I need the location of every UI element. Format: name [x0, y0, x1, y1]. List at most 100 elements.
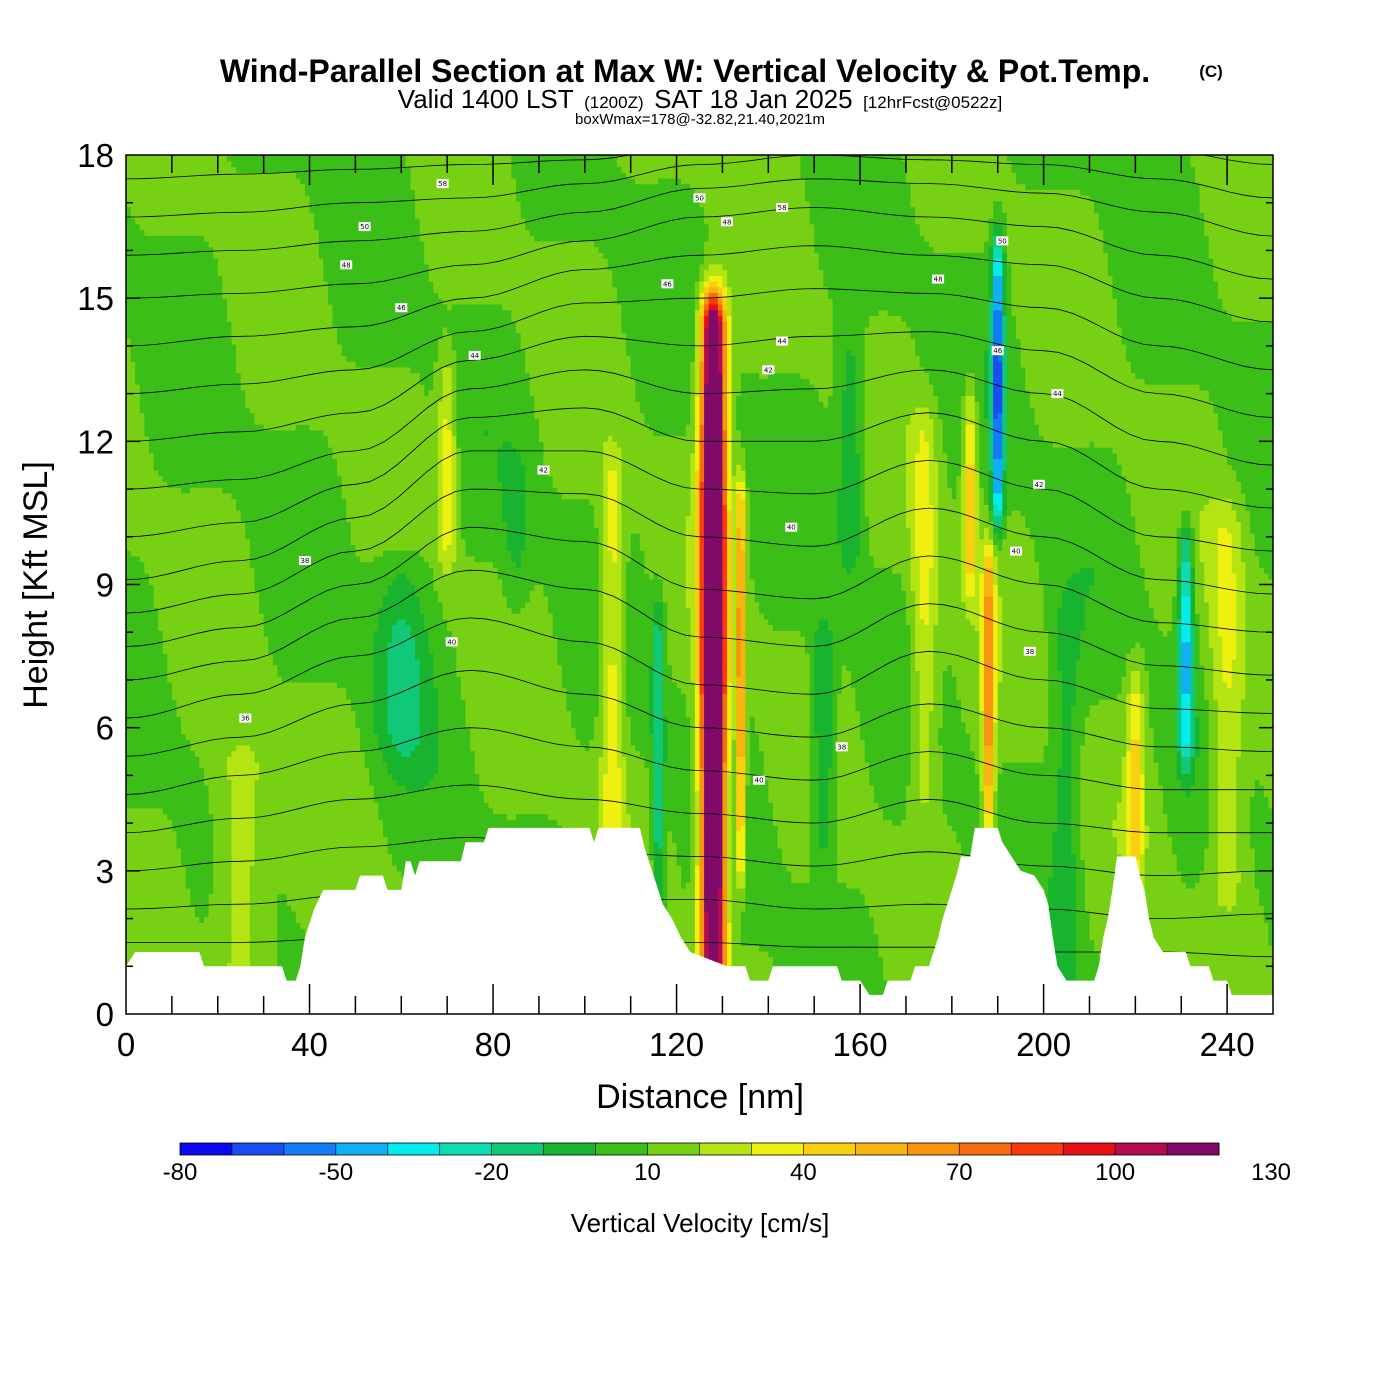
- velocity-cell: [199, 355, 205, 362]
- velocity-cell: [245, 401, 251, 408]
- velocity-cell: [272, 378, 279, 385]
- velocity-cell: [236, 653, 242, 660]
- velocity-cell: [176, 389, 182, 397]
- velocity-cell: [130, 905, 136, 912]
- velocity-cell: [167, 378, 173, 385]
- velocity-cell: [199, 842, 205, 849]
- velocity-cell: [245, 916, 251, 923]
- velocity-cell: [126, 733, 132, 740]
- velocity-cell: [171, 578, 178, 586]
- velocity-cell: [148, 429, 155, 437]
- velocity-cell: [272, 670, 279, 677]
- velocity-cell: [162, 527, 168, 534]
- velocity-cell: [226, 847, 233, 855]
- velocity-cell: [139, 464, 145, 471]
- velocity-cell: [194, 876, 201, 883]
- velocity-cell: [272, 744, 279, 752]
- velocity-cell: [204, 177, 210, 185]
- velocity-cell: [259, 269, 265, 276]
- velocity-cell: [139, 229, 145, 236]
- velocity-cell: [158, 590, 164, 597]
- velocity-cell: [139, 309, 145, 316]
- velocity-cell: [204, 676, 210, 683]
- velocity-cell: [245, 498, 251, 505]
- velocity-cell: [226, 183, 233, 190]
- velocity-cell: [263, 269, 269, 276]
- velocity-cell: [144, 504, 150, 511]
- velocity-cell: [222, 836, 228, 843]
- velocity-cell: [176, 945, 182, 952]
- velocity-cell: [226, 492, 233, 500]
- velocity-cell: [272, 510, 279, 517]
- velocity-cell: [208, 389, 214, 397]
- velocity-cell: [176, 762, 182, 769]
- velocity-cell: [158, 664, 164, 671]
- velocity-cell: [153, 424, 159, 431]
- velocity-cell: [126, 498, 132, 505]
- velocity-cell: [222, 378, 228, 385]
- velocity-cell: [268, 189, 274, 196]
- velocity-cell: [139, 590, 145, 597]
- velocity-cell: [153, 922, 159, 929]
- velocity-cell: [199, 292, 205, 299]
- velocity-cell: [263, 962, 269, 969]
- velocity-cell: [226, 355, 233, 362]
- velocity-cell: [245, 206, 251, 213]
- velocity-cell: [208, 269, 214, 276]
- velocity-cell: [158, 366, 164, 374]
- velocity-cell: [130, 172, 136, 179]
- velocity-cell: [236, 876, 242, 883]
- velocity-cell: [185, 762, 191, 769]
- velocity-cell: [148, 189, 155, 196]
- velocity-cell: [240, 183, 246, 190]
- velocity-cell: [226, 893, 233, 901]
- velocity-cell: [213, 807, 219, 815]
- velocity-cell: [130, 155, 136, 162]
- velocity-cell: [190, 601, 196, 609]
- velocity-cell: [226, 532, 233, 540]
- velocity-cell: [181, 756, 187, 763]
- velocity-cell: [254, 469, 260, 477]
- velocity-cell: [245, 727, 251, 734]
- velocity-cell: [144, 343, 150, 351]
- velocity-cell: [144, 813, 150, 820]
- velocity-cell: [263, 286, 269, 294]
- velocity-cell: [213, 676, 219, 683]
- velocity-cell: [217, 475, 223, 483]
- velocity-cell: [263, 590, 269, 597]
- velocity-cell: [263, 424, 269, 431]
- velocity-cell: [171, 899, 178, 906]
- velocity-cell: [167, 458, 173, 465]
- velocity-cell: [263, 916, 269, 923]
- velocity-cell: [171, 859, 178, 866]
- velocity-cell: [208, 716, 214, 723]
- velocity-cell: [236, 916, 242, 923]
- velocity-cell: [167, 653, 173, 660]
- velocity-cell: [240, 475, 246, 483]
- velocity-cell: [176, 521, 182, 528]
- velocity-cell: [240, 790, 246, 797]
- velocity-cell: [240, 469, 246, 477]
- velocity-cell: [226, 303, 233, 311]
- velocity-cell: [236, 613, 242, 620]
- velocity-cell: [190, 910, 196, 918]
- velocity-cell: [259, 699, 265, 706]
- velocity-cell: [268, 315, 274, 322]
- velocity-cell: [259, 200, 265, 208]
- velocity-cell: [190, 578, 196, 586]
- velocity-cell: [249, 813, 256, 820]
- velocity-cell: [236, 177, 242, 185]
- velocity-cell: [231, 899, 237, 906]
- velocity-cell: [208, 813, 214, 820]
- velocity-cell: [272, 710, 279, 717]
- velocity-cell: [190, 555, 196, 563]
- velocity-cell: [272, 807, 279, 815]
- velocity-cell: [222, 618, 228, 626]
- velocity-cell: [217, 172, 223, 179]
- velocity-cell: [254, 378, 260, 385]
- velocity-cell: [208, 561, 214, 568]
- velocity-cell: [259, 802, 265, 809]
- velocity-cell: [144, 819, 150, 826]
- velocity-cell: [263, 469, 269, 477]
- velocity-cell: [162, 853, 168, 860]
